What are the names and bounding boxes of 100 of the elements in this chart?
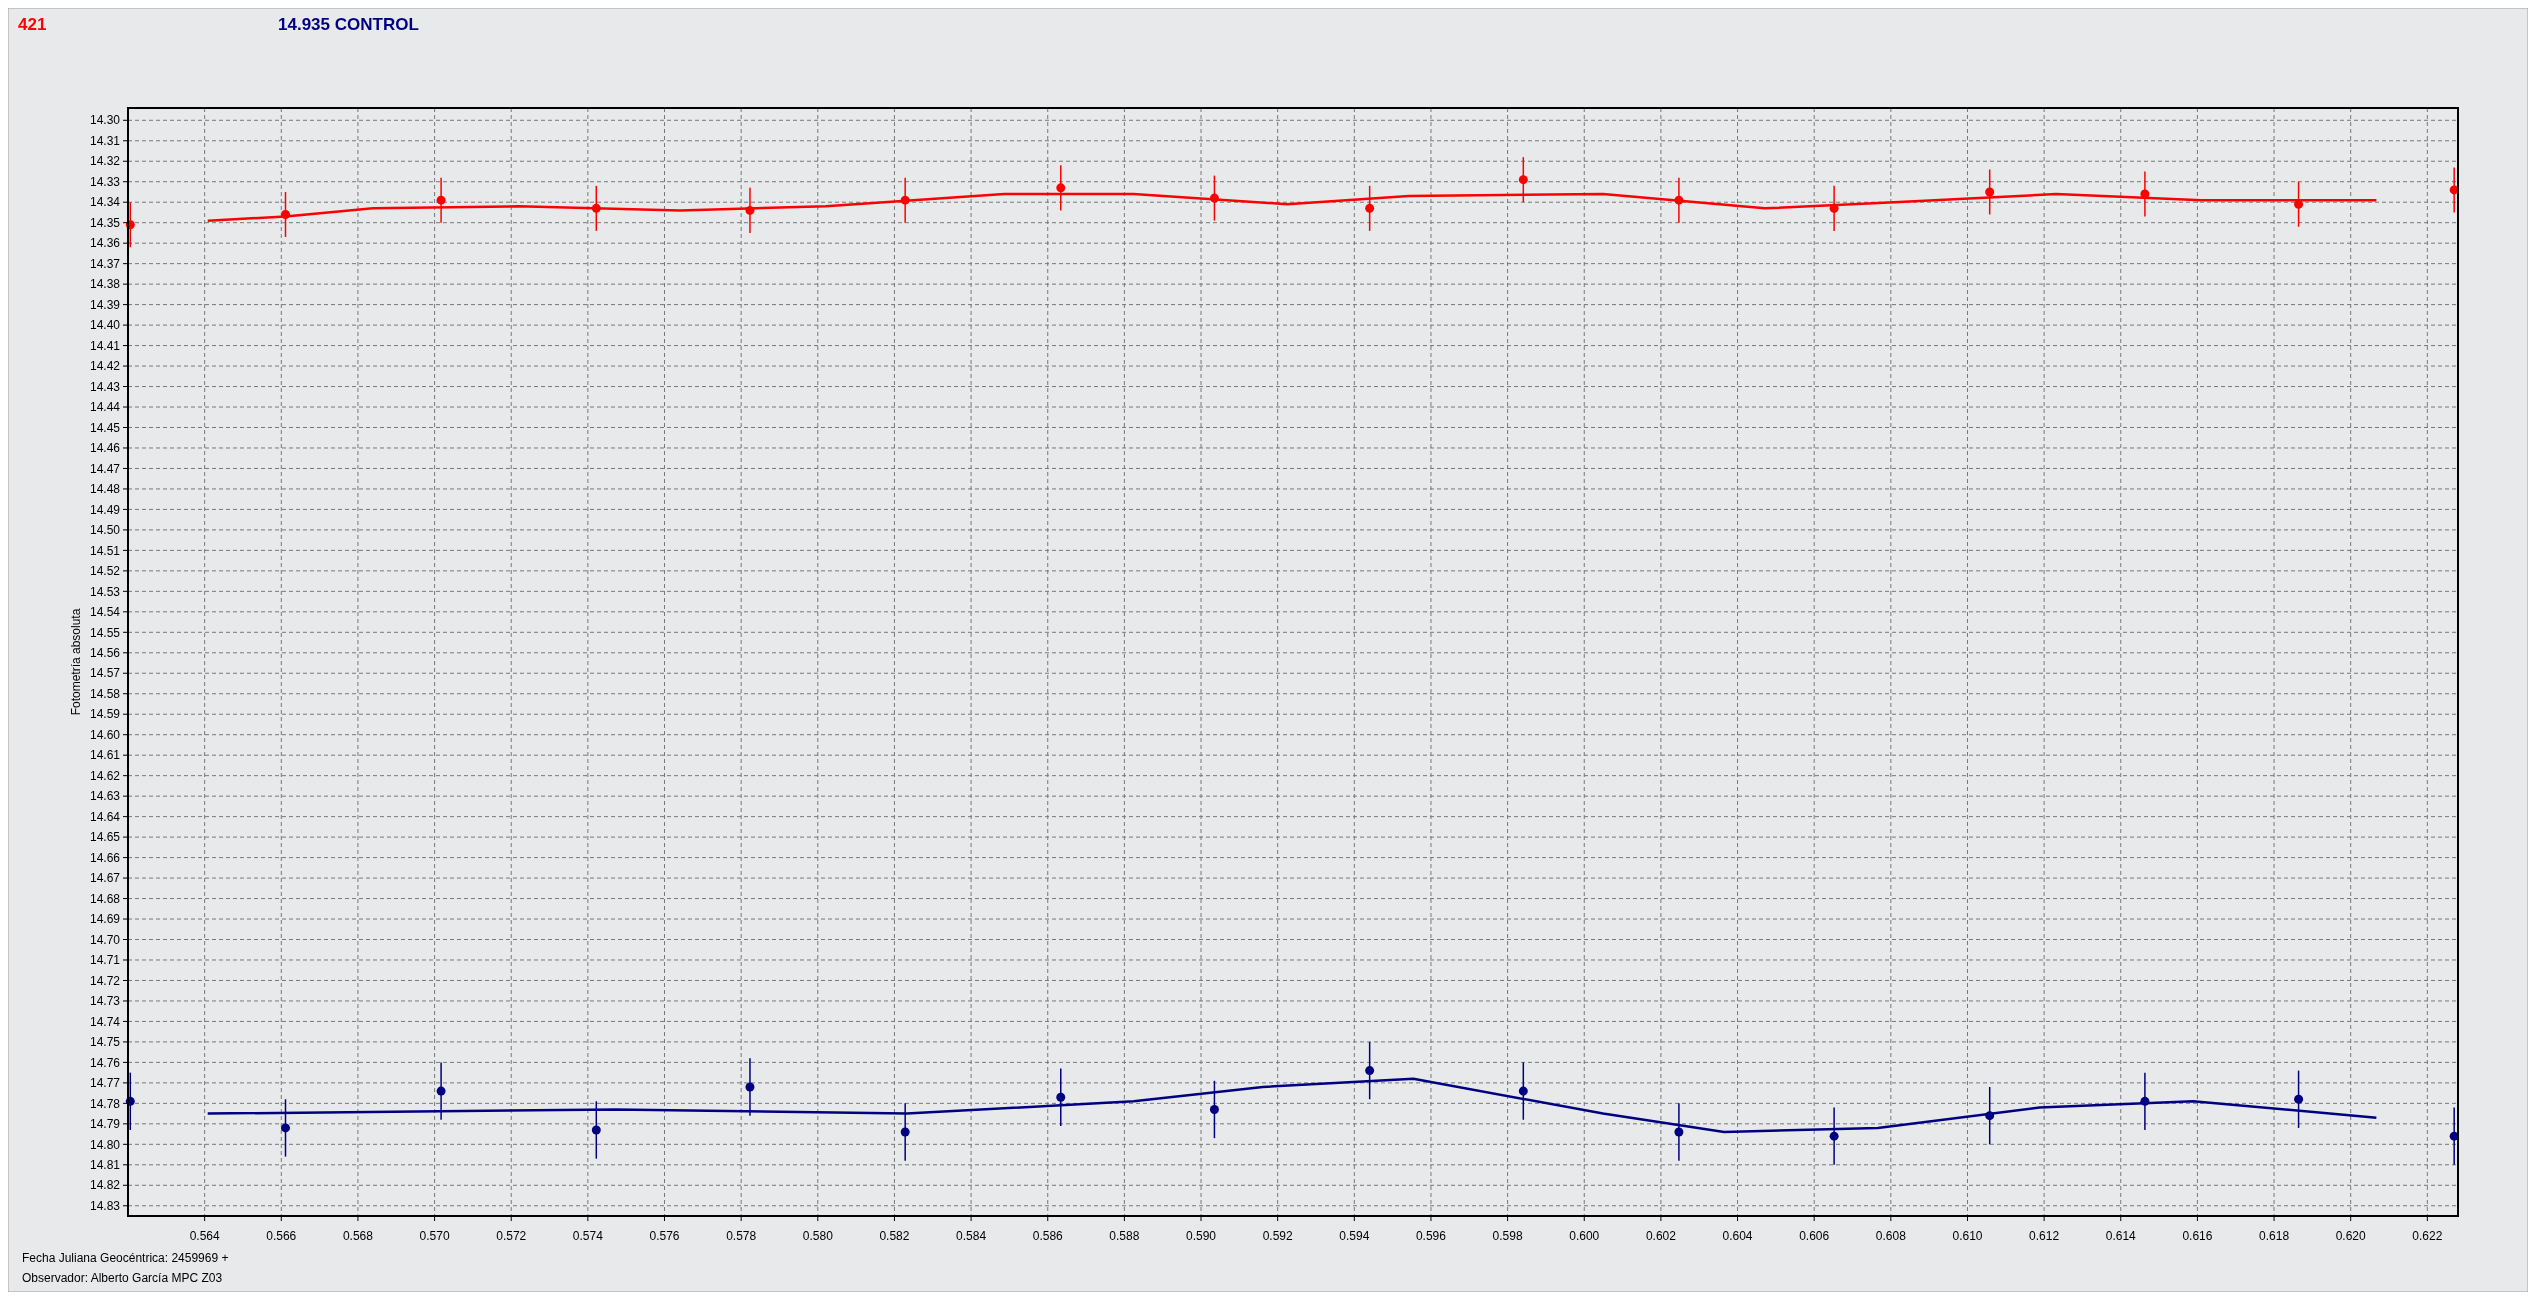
y-tick-label: 14.34 bbox=[89, 195, 121, 210]
y-tick-label: 14.50 bbox=[89, 523, 121, 538]
y-tick-label: 14.30 bbox=[89, 113, 121, 128]
x-tick-label: 0.582 bbox=[879, 1229, 910, 1243]
x-tick-label: 0.608 bbox=[1875, 1229, 1907, 1243]
x-tick-label: 0.586 bbox=[1032, 1229, 1064, 1243]
point bbox=[1056, 1092, 1066, 1102]
x-tick-label: 0.584 bbox=[956, 1229, 987, 1243]
y-tick-label: 14.38 bbox=[89, 277, 121, 292]
y-tick-label: 14.83 bbox=[89, 1198, 121, 1213]
x-tick-label: 0.596 bbox=[1415, 1229, 1447, 1243]
x-tick-label: 0.614 bbox=[2105, 1229, 2137, 1243]
point bbox=[1985, 187, 1995, 197]
x-tick-label: 0.594 bbox=[1339, 1229, 1370, 1243]
y-tick-label: 14.64 bbox=[89, 809, 121, 824]
y-tick-label: 14.48 bbox=[89, 482, 121, 497]
y-tick-label: 14.49 bbox=[89, 502, 121, 517]
y-tick-label: 14.51 bbox=[89, 543, 121, 558]
y-tick-label: 14.61 bbox=[89, 748, 121, 763]
y-tick-label: 14.77 bbox=[89, 1076, 121, 1091]
x-tick-label: 0.622 bbox=[2412, 1229, 2443, 1243]
x-tick-label: 0.574 bbox=[572, 1229, 604, 1243]
y-tick-label: 14.71 bbox=[89, 953, 121, 968]
y-tick-label: 14.56 bbox=[89, 645, 121, 660]
y-tick-label: 14.55 bbox=[89, 625, 121, 640]
y-tick-label: 14.44 bbox=[89, 400, 121, 415]
point bbox=[281, 1123, 291, 1133]
x-tick-label: 0.572 bbox=[496, 1229, 527, 1243]
point bbox=[1365, 203, 1375, 213]
y-tick-label: 14.73 bbox=[89, 994, 121, 1009]
point bbox=[1829, 1131, 1839, 1141]
point bbox=[900, 1127, 910, 1137]
point bbox=[1518, 1086, 1528, 1096]
x-tick-label: 0.604 bbox=[1722, 1229, 1753, 1243]
y-tick-label: 14.80 bbox=[89, 1137, 121, 1152]
y-tick-label: 14.41 bbox=[89, 338, 121, 353]
text: Observador: Alberto García MPC Z03 bbox=[22, 1271, 223, 1285]
y-axis-title: Fotometría absoluta bbox=[69, 608, 83, 716]
y-tick-label: 14.67 bbox=[89, 871, 121, 886]
y-tick-label: 14.76 bbox=[89, 1055, 121, 1070]
point bbox=[2294, 1094, 2304, 1104]
y-tick-label: 14.62 bbox=[89, 768, 121, 783]
y-tick-label: 14.72 bbox=[89, 973, 121, 988]
y-tick-label: 14.39 bbox=[89, 297, 121, 312]
y-tick-label: 14.33 bbox=[89, 174, 121, 189]
y-tick-label: 14.47 bbox=[89, 461, 121, 476]
y-tick-label: 14.81 bbox=[89, 1158, 121, 1172]
y-tick-label: 14.43 bbox=[89, 379, 121, 394]
x-tick-label: 0.612 bbox=[2029, 1229, 2060, 1243]
x-tick-label: 0.592 bbox=[1262, 1229, 1294, 1243]
x-tick-label: 0.602 bbox=[1645, 1229, 1677, 1243]
y-tick-label: 14.69 bbox=[89, 912, 121, 927]
y-tick-label: 14.52 bbox=[89, 564, 121, 579]
point bbox=[436, 195, 446, 205]
x-tick-label: 0.610 bbox=[1952, 1229, 1983, 1243]
y-tick-label: 14.46 bbox=[89, 441, 121, 456]
y-tick-label: 14.35 bbox=[89, 215, 121, 230]
y-tick-label: 14.78 bbox=[89, 1096, 121, 1111]
text: Fecha Juliana Geocéntrica: 2459969 + bbox=[22, 1251, 229, 1265]
y-tick-label: 14.68 bbox=[89, 891, 121, 906]
y-tick-label: 14.59 bbox=[89, 707, 121, 722]
y-tick-label: 14.54 bbox=[89, 605, 121, 620]
y-tick-label: 14.36 bbox=[89, 236, 121, 251]
y-tick-label: 14.60 bbox=[89, 727, 121, 742]
y-tick-label: 14.40 bbox=[89, 318, 121, 333]
text: 421 bbox=[18, 15, 47, 34]
point bbox=[1518, 175, 1528, 185]
x-tick-label: 0.568 bbox=[342, 1229, 374, 1243]
y-tick-label: 14.66 bbox=[89, 850, 121, 865]
point bbox=[1056, 183, 1066, 193]
y-tick-label: 14.45 bbox=[89, 420, 121, 435]
x-tick-label: 0.564 bbox=[189, 1229, 220, 1243]
y-tick-label: 14.70 bbox=[89, 932, 121, 947]
y-tick-label: 14.42 bbox=[89, 359, 121, 374]
y-tick-label: 14.63 bbox=[89, 789, 121, 804]
y-tick-label: 14.53 bbox=[89, 584, 121, 599]
point bbox=[591, 1125, 601, 1135]
y-tick-label: 14.82 bbox=[89, 1178, 121, 1193]
y-tick-label: 14.32 bbox=[89, 154, 121, 169]
point bbox=[745, 1082, 755, 1092]
point bbox=[436, 1086, 446, 1096]
text: 14.935 CONTROL bbox=[278, 15, 419, 34]
x-tick-label: 0.618 bbox=[2259, 1229, 2290, 1243]
x-tick-label: 0.588 bbox=[1109, 1229, 1140, 1243]
y-tick-label: 14.57 bbox=[89, 666, 121, 681]
point bbox=[1365, 1066, 1375, 1076]
y-tick-label: 14.74 bbox=[89, 1014, 121, 1029]
y-tick-label: 14.31 bbox=[89, 133, 121, 148]
x-tick-label: 0.598 bbox=[1492, 1229, 1523, 1243]
point bbox=[1674, 1127, 1684, 1137]
x-tick-label: 0.578 bbox=[726, 1229, 757, 1243]
x-tick-label: 0.590 bbox=[1186, 1229, 1217, 1243]
x-tick-label: 0.616 bbox=[2182, 1229, 2213, 1243]
y-tick-label: 14.58 bbox=[89, 686, 121, 701]
x-tick-label: 0.566 bbox=[266, 1229, 297, 1243]
y-tick-label: 14.65 bbox=[89, 830, 121, 845]
y-tick-label: 14.75 bbox=[89, 1035, 121, 1050]
y-tick-label: 14.37 bbox=[89, 256, 121, 271]
y-tick-label: 14.79 bbox=[89, 1117, 121, 1132]
x-tick-label: 0.600 bbox=[1569, 1229, 1600, 1243]
